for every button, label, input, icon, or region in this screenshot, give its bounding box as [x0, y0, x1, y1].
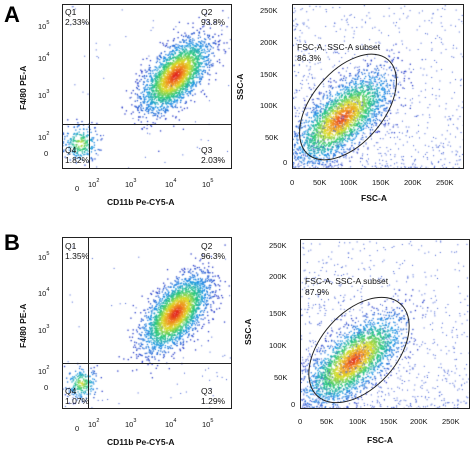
- y-tick-1e5: 105: [38, 251, 50, 262]
- y-tick-0: 0: [283, 158, 288, 167]
- gate-ellipse: [299, 53, 397, 161]
- q3-value: 2.03%: [201, 155, 226, 165]
- quadrant-plot-a: Q1 2.33% Q2 93.8% Q3 2.03% Q4 1.82%: [62, 4, 232, 169]
- scatter-dots: [301, 240, 469, 408]
- y-tick-1e3: 103: [38, 89, 50, 100]
- y-tick-100k: 100K: [260, 101, 278, 110]
- y-tick-150k: 150K: [269, 309, 287, 318]
- y-tick-150k: 150K: [260, 70, 278, 79]
- q3-value: 1.29%: [201, 396, 226, 406]
- q4-label: Q4 1.07%: [65, 386, 90, 406]
- scatter-dots: [63, 238, 231, 408]
- x-tick-0: 0: [298, 417, 303, 426]
- gate-value: 87.9%: [305, 287, 330, 297]
- scatter-dots: [293, 5, 463, 168]
- x-tick-1e2: 102: [88, 178, 100, 189]
- y-axis-label: SSC-A: [235, 73, 245, 100]
- q4-value: 1.82%: [65, 155, 90, 165]
- quadrant-gate-horizontal: [63, 363, 231, 364]
- quadrant-gate-horizontal: [63, 124, 231, 125]
- gate-label: FSC-A, SSC-A subset 86.3%: [297, 42, 380, 64]
- gate-ellipse: [308, 296, 410, 404]
- x-tick-1e4: 104: [165, 178, 177, 189]
- x-tick-200k: 200K: [410, 417, 428, 426]
- y-tick-200k: 200K: [260, 38, 278, 47]
- y-axis-label: SSC-A: [243, 318, 253, 345]
- x-tick-0: 0: [75, 424, 80, 433]
- y-tick-50k: 50K: [274, 373, 288, 382]
- fsc-ssc-plot-b: FSC-A, SSC-A subset 87.9%: [300, 239, 470, 409]
- y-tick-0: 0: [44, 149, 49, 158]
- x-tick-150k: 150K: [372, 178, 390, 187]
- x-tick-250k: 250K: [436, 178, 454, 187]
- q1-value: 2.33%: [65, 17, 90, 27]
- x-axis-label: FSC-A: [367, 435, 393, 445]
- q3-label: Q3 2.03%: [201, 145, 226, 165]
- x-tick-50k: 50K: [320, 417, 334, 426]
- x-tick-250k: 250K: [442, 417, 460, 426]
- gate-value: 86.3%: [297, 53, 322, 63]
- x-tick-1e5: 105: [202, 418, 214, 429]
- q1-label: Q1 2.33%: [65, 7, 90, 27]
- y-tick-1e2: 102: [38, 365, 50, 376]
- y-tick-0: 0: [44, 383, 49, 392]
- y-tick-100k: 100K: [269, 341, 287, 350]
- y-axis-label: F4/80 PE-A: [18, 303, 28, 348]
- y-tick-1e5: 105: [38, 20, 50, 31]
- q1-label: Q1 1.35%: [65, 241, 90, 261]
- y-tick-1e4: 104: [38, 52, 50, 63]
- y-tick-1e2: 102: [38, 131, 50, 142]
- x-tick-100k: 100K: [349, 417, 367, 426]
- quadrant-gate-vertical: [89, 5, 90, 168]
- x-tick-200k: 200K: [404, 178, 422, 187]
- gate-name: FSC-A, SSC-A subset: [297, 42, 381, 52]
- y-tick-0: 0: [291, 400, 296, 409]
- quadrant-plot-b: Q1 1.35% Q2 96.3% Q3 1.29% Q4 1.07%: [62, 237, 232, 409]
- y-tick-1e3: 103: [38, 324, 50, 335]
- x-tick-1e3: 103: [125, 178, 137, 189]
- y-tick-50k: 50K: [265, 133, 279, 142]
- q3-label: Q3 1.29%: [201, 386, 226, 406]
- quadrant-gate-vertical: [88, 238, 89, 408]
- gate-name: FSC-A, SSC-A subset: [305, 276, 389, 286]
- x-tick-1e2: 102: [88, 418, 100, 429]
- q4-label: Q4 1.82%: [65, 145, 90, 165]
- x-tick-1e5: 105: [202, 178, 214, 189]
- x-tick-0: 0: [75, 184, 80, 193]
- x-axis-label: FSC-A: [361, 193, 387, 203]
- q2-value: 93.8%: [201, 17, 226, 27]
- y-tick-250k: 250K: [260, 6, 278, 15]
- x-tick-1e3: 103: [125, 418, 137, 429]
- q2-label: Q2 93.8%: [201, 7, 226, 27]
- q1-value: 1.35%: [65, 251, 90, 261]
- q2-label: Q2 96.3%: [201, 241, 226, 261]
- q4-value: 1.07%: [65, 396, 90, 406]
- panel-letter-b: B: [4, 230, 20, 255]
- y-tick-1e4: 104: [38, 287, 50, 298]
- x-tick-0: 0: [290, 178, 295, 187]
- x-axis-label: CD11b Pe-CY5-A: [107, 437, 175, 447]
- fsc-ssc-plot-a: FSC-A, SSC-A subset 86.3%: [292, 4, 464, 169]
- y-axis-label: F4/80 PE-A: [18, 65, 28, 110]
- q2-value: 96.3%: [201, 251, 226, 261]
- x-tick-1e4: 104: [165, 418, 177, 429]
- x-axis-label: CD11b Pe-CY5-A: [107, 197, 175, 207]
- gate-label: FSC-A, SSC-A subset 87.9%: [305, 276, 388, 298]
- x-tick-50k: 50K: [313, 178, 327, 187]
- y-tick-200k: 200K: [269, 272, 287, 281]
- panel-letter-a: A: [4, 2, 20, 27]
- scatter-dots: [63, 5, 231, 168]
- x-tick-100k: 100K: [340, 178, 358, 187]
- y-tick-250k: 250K: [269, 241, 287, 250]
- x-tick-150k: 150K: [380, 417, 398, 426]
